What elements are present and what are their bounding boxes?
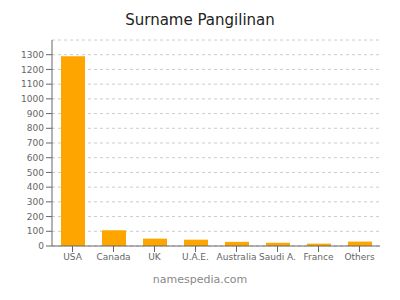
svg-text:U.A.E.: U.A.E. — [182, 252, 209, 262]
svg-text:800: 800 — [27, 123, 44, 133]
svg-text:USA: USA — [63, 252, 82, 262]
svg-text:1200: 1200 — [21, 65, 44, 75]
svg-text:Canada: Canada — [96, 252, 130, 262]
svg-text:400: 400 — [27, 182, 44, 192]
svg-text:1300: 1300 — [21, 50, 44, 60]
svg-text:1000: 1000 — [21, 94, 44, 104]
svg-text:700: 700 — [27, 138, 44, 148]
html-text:Surname Pangilinan: Surname Pangilinan — [125, 11, 275, 29]
svg-text:Saudi A.: Saudi A. — [259, 252, 296, 262]
svg-text:1100: 1100 — [21, 79, 44, 89]
svg-text:200: 200 — [27, 212, 44, 222]
svg-text:Others: Others — [344, 252, 375, 262]
svg-text:0: 0 — [38, 241, 44, 251]
svg-text:UK: UK — [148, 252, 162, 262]
svg-text:100: 100 — [27, 226, 44, 236]
svg-text:600: 600 — [27, 153, 44, 163]
html-text:namespedia.com: namespedia.com — [152, 273, 248, 286]
svg-text:France: France — [304, 252, 334, 262]
svg-text:Australia: Australia — [217, 252, 257, 262]
svg-text:300: 300 — [27, 197, 44, 207]
svg-text:500: 500 — [27, 168, 44, 178]
svg-text:900: 900 — [27, 109, 44, 119]
